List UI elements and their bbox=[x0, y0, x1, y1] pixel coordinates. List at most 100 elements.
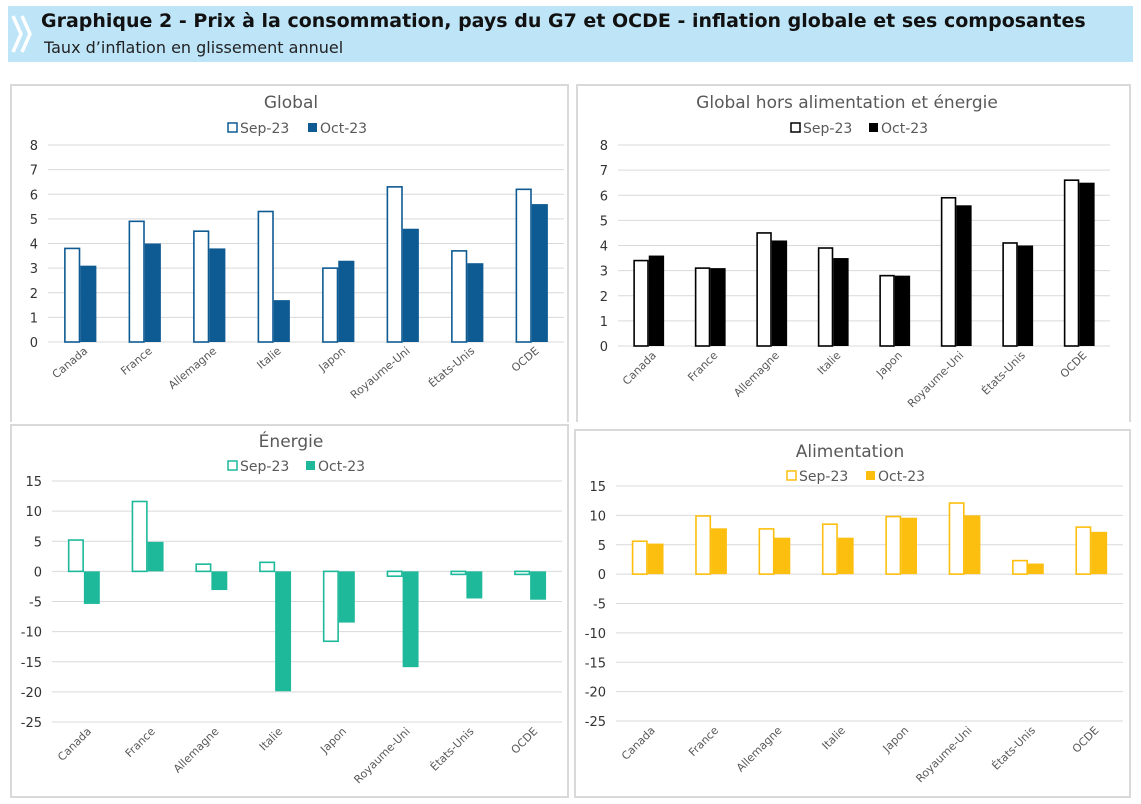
bar-sep-france bbox=[694, 267, 711, 347]
legend: Sep-23 Oct-23 bbox=[790, 121, 928, 137]
x-tick-label: Allemagne bbox=[731, 349, 782, 400]
bar-oct-france bbox=[711, 528, 727, 575]
gridlines bbox=[618, 144, 1110, 347]
bars bbox=[631, 502, 1108, 575]
bar-sep-ocde bbox=[1075, 526, 1092, 575]
y-tick-label: 0 bbox=[30, 336, 38, 351]
x-ticks: Canada France Allemagne Italie Japon Royaume-… bbox=[50, 344, 542, 401]
x-tick-label: Allemagne bbox=[166, 344, 219, 392]
y-tick-label: -20 bbox=[21, 686, 42, 701]
y-tick-label: 1 bbox=[30, 311, 38, 326]
bar-sep-japon bbox=[322, 267, 339, 343]
legend-swatch-sep bbox=[227, 460, 238, 471]
page-title: Graphique 2 - Prix à la consommation, pa… bbox=[41, 10, 1086, 32]
legend-label-sep: Sep-23 bbox=[803, 121, 852, 137]
bar-oct-royaume-uni bbox=[402, 571, 419, 668]
gridlines bbox=[616, 485, 1123, 722]
x-tick-label: France bbox=[123, 725, 158, 760]
bar-oct-royaume-uni bbox=[402, 228, 419, 342]
x-tick-label: Italie bbox=[820, 724, 849, 753]
chart-alimentation: Alimentation Sep-23 Oct-23 -25-20-15-10-… bbox=[574, 429, 1131, 798]
bar-oct-italie bbox=[275, 571, 292, 692]
legend: Sep-23 Oct-23 bbox=[786, 469, 925, 485]
y-tick-label: 15 bbox=[25, 475, 42, 490]
bar-oct-ocde bbox=[1091, 531, 1108, 575]
x-tick-label: Japon bbox=[880, 724, 912, 756]
bar-oct-france bbox=[144, 243, 161, 342]
y-ticks: 0 1 2 3 4 5 6 7 8 bbox=[600, 139, 608, 355]
legend-label-oct: Oct-23 bbox=[320, 121, 367, 137]
chart-title: Alimentation bbox=[796, 442, 905, 462]
y-tick-label: 0 bbox=[600, 340, 608, 355]
bar-oct-canada bbox=[80, 265, 97, 342]
y-tick-label: -15 bbox=[585, 656, 606, 671]
bar-sep-allemagne bbox=[756, 232, 772, 347]
bar-oct-ocde bbox=[1079, 182, 1095, 346]
bar-sep-canada bbox=[631, 540, 648, 575]
y-tick-label: -10 bbox=[585, 627, 606, 642]
y-tick-label: 6 bbox=[600, 189, 608, 204]
y-tick-label: 10 bbox=[589, 509, 606, 524]
legend-swatch-oct bbox=[866, 471, 875, 480]
y-tick-label: 5 bbox=[600, 214, 608, 229]
bar-oct-canada bbox=[83, 571, 100, 604]
y-tick-label: -15 bbox=[21, 656, 42, 671]
bar-sep-royaume-uni bbox=[940, 196, 957, 347]
bar-sep--tats-unis bbox=[1012, 559, 1028, 575]
bar-sep-ocde bbox=[1063, 179, 1080, 347]
chart-panel-energie: Énergie Sep-23 Oct-23 -25 -20 -15 -10 -5 0 5 10… bbox=[10, 424, 569, 798]
bar-oct-allemagne bbox=[774, 537, 791, 575]
bar-sep-allemagne bbox=[195, 563, 212, 573]
y-tick-label: 4 bbox=[600, 240, 608, 255]
bars bbox=[633, 179, 1095, 347]
x-tick-label: OCDE bbox=[509, 344, 542, 374]
chart-panel-core: Global hors alimentation et énergie Sep-… bbox=[576, 84, 1131, 422]
y-tick-label: -20 bbox=[585, 686, 606, 701]
bar-sep-canada bbox=[67, 539, 84, 573]
x-tick-label: Allemagne bbox=[171, 725, 222, 776]
x-tick-label: Canada bbox=[55, 725, 94, 764]
y-tick-label: -25 bbox=[585, 715, 606, 730]
legend-label-oct: Oct-23 bbox=[878, 469, 925, 485]
x-tick-label: Japon bbox=[316, 344, 349, 374]
x-tick-label: Royaume-Uni bbox=[913, 724, 974, 785]
bar-sep-canada bbox=[633, 259, 649, 347]
legend-label-sep: Sep-23 bbox=[240, 121, 289, 137]
bar-sep-japon bbox=[879, 274, 895, 347]
legend-swatch-sep bbox=[227, 122, 238, 133]
bar-oct-royaume-uni bbox=[956, 205, 972, 346]
bar-oct-canada bbox=[647, 543, 664, 575]
y-tick-label: -10 bbox=[21, 626, 42, 641]
legend-swatch-oct bbox=[308, 123, 317, 132]
bar-oct--tats-unis bbox=[467, 263, 484, 342]
bar-sep-japon bbox=[322, 570, 339, 643]
double-chevron-icon bbox=[11, 15, 32, 53]
y-tick-label: 5 bbox=[598, 539, 606, 554]
chart-global: Global Sep-23 Oct-23 0 1 2 3 4 5 6 7 8 Canada Fra… bbox=[10, 84, 569, 422]
bar-oct-ocde bbox=[531, 204, 548, 342]
x-tick-label: Italie bbox=[257, 725, 286, 754]
x-tick-label: OCDE bbox=[1058, 349, 1090, 381]
bar-sep-royaume-uni bbox=[948, 502, 965, 575]
x-tick-label: Royaume-Uni bbox=[351, 725, 412, 786]
bar-sep-italie bbox=[257, 210, 274, 343]
legend-label-oct: Oct-23 bbox=[318, 459, 365, 475]
y-ticks: -25 -20 -15 -10 -5 0 5 10 15 bbox=[21, 475, 42, 731]
x-tick-label: Allemagne bbox=[734, 724, 785, 775]
y-tick-label: 2 bbox=[30, 287, 38, 302]
bar-sep-ocde bbox=[515, 188, 532, 343]
x-tick-label: Japon bbox=[317, 725, 349, 757]
y-tick-label: 15 bbox=[589, 480, 606, 495]
y-tick-label: 8 bbox=[600, 139, 608, 154]
bars bbox=[64, 186, 548, 343]
bar-sep-france bbox=[695, 515, 712, 575]
bar-oct--tats-unis bbox=[1017, 245, 1034, 346]
bar-sep--tats-unis bbox=[1002, 242, 1018, 347]
header-banner: Graphique 2 - Prix à la consommation, pa… bbox=[8, 6, 1133, 62]
x-tick-label: Canada bbox=[619, 724, 658, 763]
x-tick-label: France bbox=[118, 344, 155, 378]
y-tick-label: 10 bbox=[25, 505, 42, 520]
legend-swatch-oct bbox=[306, 461, 315, 470]
y-tick-label: 6 bbox=[30, 188, 38, 203]
x-tick-label: États-Unis bbox=[426, 344, 477, 390]
